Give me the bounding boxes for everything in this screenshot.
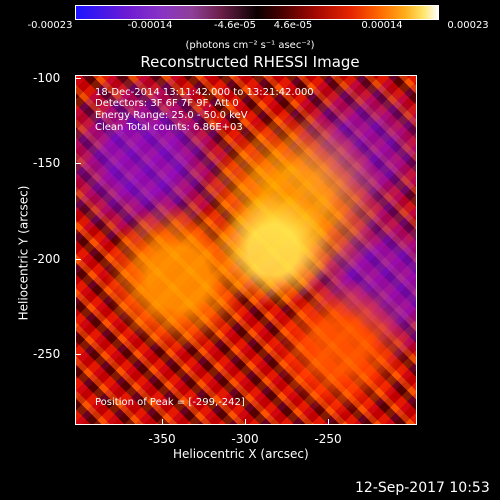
y-axis-label: Heliocentric Y (arcsec) — [16, 185, 31, 321]
colorbar-units: (photons cm⁻² s⁻¹ asec⁻²) — [185, 40, 315, 51]
info-detectors: Detectors: 3F 6F 7F 9F, Att 0 — [95, 98, 239, 109]
page-title: Reconstructed RHESSI Image — [140, 53, 360, 71]
y-tick-label: -150 — [33, 156, 61, 170]
y-tick-label: -200 — [33, 252, 61, 266]
info-time-range: 18-Dec-2014 13:11:42.000 to 13:21:42.000 — [95, 87, 314, 98]
colorbar-tick: 0.00023 — [447, 20, 489, 31]
colorbar-tick: -0.00023 — [27, 20, 73, 31]
x-tick — [162, 419, 163, 425]
timestamp: 12-Sep-2017 10:53 — [355, 480, 490, 496]
y-tick — [75, 163, 81, 164]
info-clean-counts: Clean Total counts: 6.86E+03 — [95, 122, 243, 133]
info-energy-range: Energy Range: 25.0 - 50.0 keV — [95, 110, 248, 121]
y-tick — [75, 354, 81, 355]
x-tick-label: -300 — [231, 432, 259, 446]
x-axis-label: Heliocentric X (arcsec) — [173, 447, 309, 461]
rhessi-image — [76, 76, 416, 424]
colorbar-tick: -0.00014 — [127, 20, 173, 31]
colorbar-tick: 0.00014 — [361, 20, 403, 31]
x-tick-label: -250 — [314, 432, 342, 446]
colorbar — [75, 5, 439, 20]
colorbar-tick: 4.6e-05 — [273, 20, 313, 31]
peak-position: Position of Peak = [-299,-242] — [95, 397, 245, 408]
x-tick — [245, 419, 246, 425]
x-tick-label: -350 — [148, 432, 176, 446]
y-tick — [75, 78, 81, 79]
y-tick-label: -250 — [33, 347, 61, 361]
y-tick-label: -100 — [33, 71, 61, 85]
image-plot — [75, 75, 417, 425]
y-tick — [75, 259, 81, 260]
colorbar-tick: -4.6e-05 — [214, 20, 256, 31]
x-tick — [328, 419, 329, 425]
